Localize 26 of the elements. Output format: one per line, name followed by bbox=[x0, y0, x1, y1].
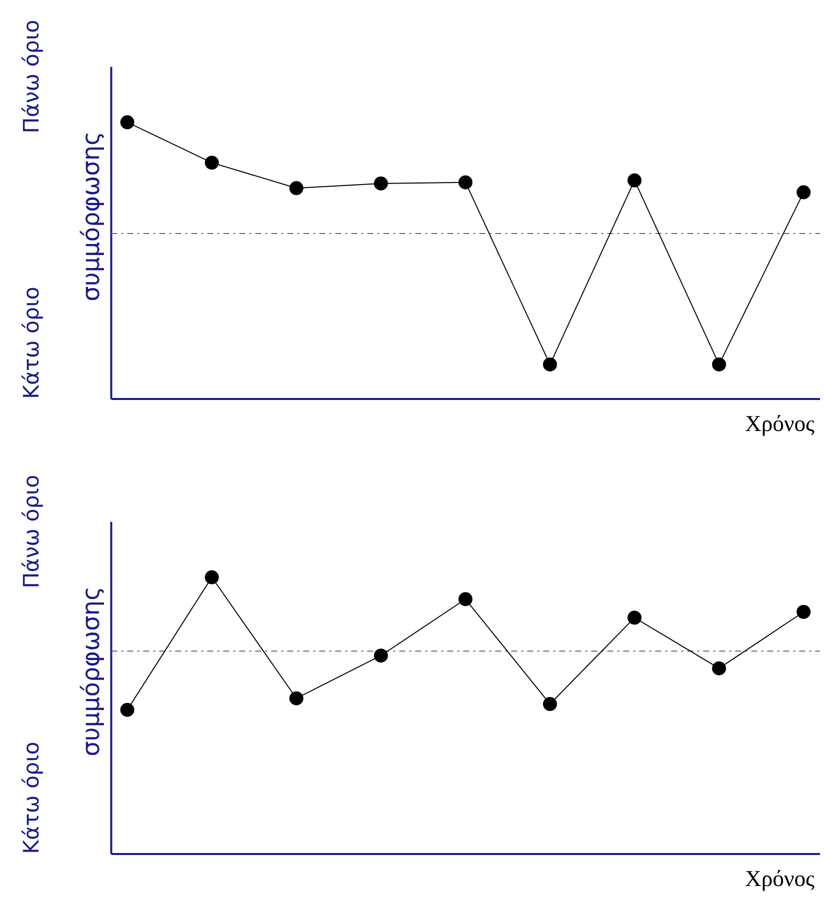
y-axis-title: συμμόρφωσης bbox=[77, 131, 106, 302]
text: Κάτω όριο bbox=[19, 286, 44, 400]
text: Πάνω όριο bbox=[19, 20, 44, 134]
point bbox=[628, 610, 642, 625]
point bbox=[204, 156, 219, 170]
point bbox=[374, 648, 388, 663]
x-axis-title: Χρόνος bbox=[744, 866, 815, 892]
point bbox=[289, 181, 304, 196]
point bbox=[628, 173, 642, 188]
point bbox=[542, 697, 557, 712]
point bbox=[204, 570, 219, 584]
point bbox=[289, 691, 304, 706]
point bbox=[542, 357, 557, 372]
text: Κάτω όριο bbox=[19, 742, 44, 854]
y-axis-title: συμμόρφωσης bbox=[77, 586, 106, 756]
point bbox=[120, 115, 134, 130]
point bbox=[458, 175, 472, 190]
point bbox=[712, 357, 726, 372]
point bbox=[458, 592, 472, 606]
point bbox=[374, 176, 388, 190]
point bbox=[120, 702, 134, 717]
point bbox=[796, 185, 811, 200]
point bbox=[712, 661, 726, 676]
text: Πάνω όριο bbox=[19, 474, 44, 588]
x-axis-title: Χρόνος bbox=[744, 411, 815, 436]
point bbox=[796, 604, 811, 619]
